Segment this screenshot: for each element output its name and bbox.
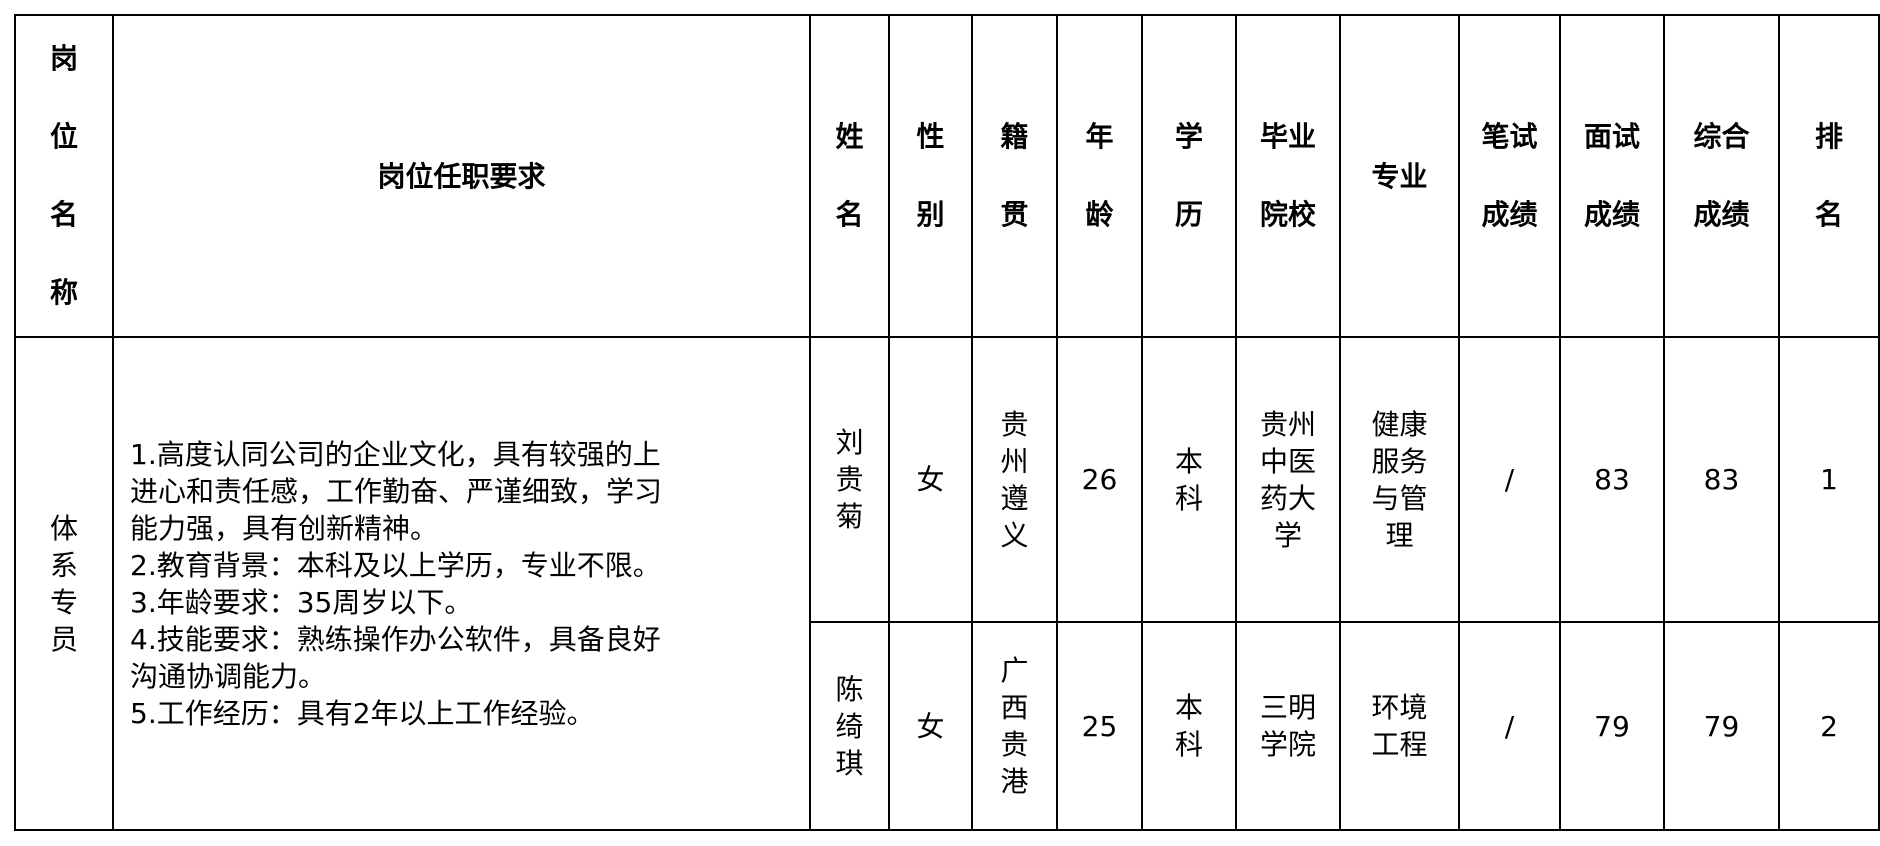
total-score-cell: 83 (1663, 336, 1780, 623)
candidate-table: 岗位名称 岗位任职要求 姓名 性别 籍贯 年龄 学历 毕业院校 专业 笔试成绩 … (14, 14, 1880, 831)
name-cell: 刘贵菊 (809, 336, 890, 623)
school-text: 贵州中医药大学 (1259, 407, 1316, 552)
school-cell: 三明学院 (1235, 621, 1341, 831)
major-text: 健康服务与管理 (1371, 407, 1428, 552)
header-row: 岗位名称 岗位任职要求 姓名 性别 籍贯 年龄 学历 毕业院校 专业 笔试成绩 … (14, 14, 1880, 338)
interview-score-cell: 83 (1559, 336, 1665, 623)
requirement-line: 1.高度认同公司的企业文化，具有较强的上 (130, 437, 661, 471)
education-cell: 本科 (1141, 336, 1237, 623)
written-score-cell: / (1458, 336, 1561, 623)
header-age-text: 年龄 (1085, 120, 1114, 231)
header-education-text: 学历 (1174, 120, 1203, 231)
header-interview-text: 面试成绩 (1583, 120, 1640, 231)
education-cell: 本科 (1141, 621, 1237, 831)
header-position: 岗位名称 (14, 14, 114, 338)
name-text: 陈绮琪 (835, 672, 864, 780)
header-total-text: 综合成绩 (1693, 120, 1750, 231)
header-total: 综合成绩 (1663, 14, 1780, 338)
education-text: 本科 (1174, 691, 1203, 761)
education-text: 本科 (1174, 444, 1203, 515)
major-text: 环境工程 (1371, 691, 1428, 761)
header-school: 毕业院校 (1235, 14, 1341, 338)
rank-cell: 2 (1778, 621, 1880, 831)
major-cell: 环境工程 (1339, 621, 1460, 831)
origin-text: 广西贵港 (1000, 654, 1029, 798)
requirement-line: 2.教育背景：本科及以上学历，专业不限。 (130, 548, 661, 582)
header-age: 年龄 (1056, 14, 1143, 338)
header-rank-text: 排名 (1814, 120, 1843, 231)
header-origin-text: 籍贯 (1000, 120, 1029, 231)
header-requirements: 岗位任职要求 (112, 14, 811, 338)
header-origin: 籍贯 (971, 14, 1058, 338)
header-school-text: 毕业院校 (1259, 120, 1316, 231)
age-cell: 26 (1056, 336, 1143, 623)
requirement-line: 3.年龄要求：35周岁以下。 (130, 585, 473, 619)
interview-score-cell: 79 (1559, 621, 1665, 831)
requirement-line: 能力强，具有创新精神。 (130, 511, 439, 545)
header-position-text: 岗位名称 (49, 42, 78, 309)
header-education: 学历 (1141, 14, 1237, 338)
header-gender: 性别 (888, 14, 973, 338)
requirement-line: 沟通协调能力。 (130, 659, 327, 693)
school-text: 三明学院 (1259, 691, 1316, 761)
position-cell: 体系专员 (14, 336, 114, 831)
header-gender-text: 性别 (916, 120, 945, 231)
requirement-line: 进心和责任感，工作勤奋、严谨细致，学习 (130, 474, 663, 508)
requirement-line: 5.工作经历：具有2年以上工作经验。 (130, 696, 595, 730)
header-name-text: 姓名 (835, 120, 864, 231)
origin-cell: 贵州遵义 (971, 336, 1058, 623)
age-cell: 25 (1056, 621, 1143, 831)
written-score-cell: / (1458, 621, 1561, 831)
gender-cell: 女 (888, 621, 973, 831)
header-written-text: 笔试成绩 (1481, 120, 1538, 231)
header-written: 笔试成绩 (1458, 14, 1561, 338)
rank-cell: 1 (1778, 336, 1880, 623)
table-row: 体系专员 1.高度认同公司的企业文化，具有较强的上 进心和责任感，工作勤奋、严谨… (14, 336, 1880, 831)
requirements-cell: 1.高度认同公司的企业文化，具有较强的上 进心和责任感，工作勤奋、严谨细致，学习… (112, 336, 811, 831)
header-rank: 排名 (1778, 14, 1880, 338)
gender-cell: 女 (888, 336, 973, 623)
requirement-line: 4.技能要求：熟练操作办公软件，具备良好 (130, 622, 661, 656)
position-text: 体系专员 (49, 511, 78, 656)
header-name: 姓名 (809, 14, 890, 338)
major-cell: 健康服务与管理 (1339, 336, 1460, 623)
origin-text: 贵州遵义 (1000, 407, 1029, 552)
name-text: 刘贵菊 (835, 426, 864, 533)
name-cell: 陈绮琪 (809, 621, 890, 831)
header-interview: 面试成绩 (1559, 14, 1665, 338)
origin-cell: 广西贵港 (971, 621, 1058, 831)
total-score-cell: 79 (1663, 621, 1780, 831)
table-row: 陈绮琪 女 广西贵港 25 本科 三明学院 环境工程 / 79 79 2 (15, 621, 1880, 831)
header-major: 专业 (1339, 14, 1460, 338)
school-cell: 贵州中医药大学 (1235, 336, 1341, 623)
